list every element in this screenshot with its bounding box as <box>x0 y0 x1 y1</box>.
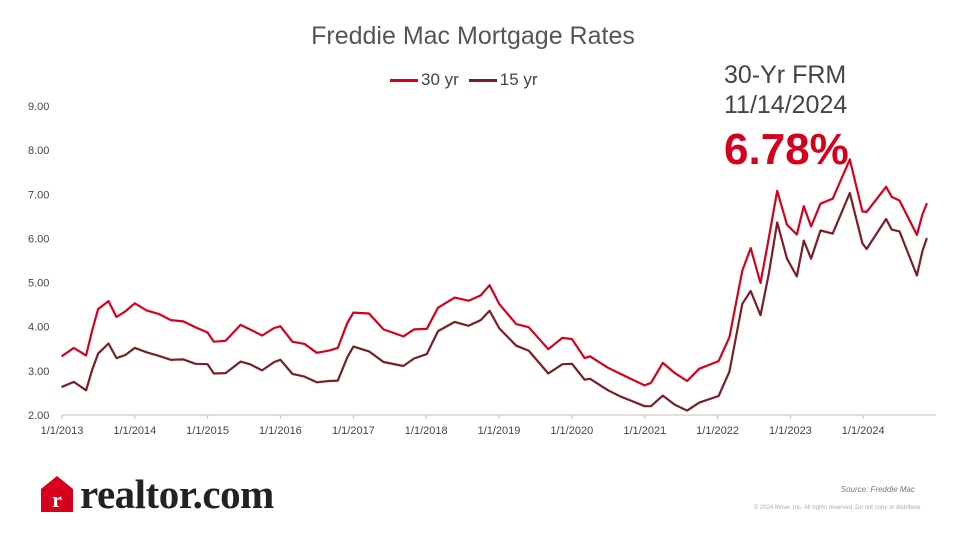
y-tick-label: 3.00 <box>28 366 49 378</box>
logo-mark-letter: r <box>52 487 62 512</box>
x-tick-label: 1/1/2017 <box>332 425 375 437</box>
y-tick-label: 5.00 <box>28 278 49 290</box>
x-tick-label: 1/1/2023 <box>769 425 812 437</box>
source-note: Source: Freddie Mac <box>840 485 915 494</box>
legend-item-30yr: 30 yr <box>390 70 459 90</box>
y-tick-label: 8.00 <box>28 145 49 157</box>
y-tick-label: 6.00 <box>28 233 49 245</box>
chart-series <box>61 158 928 412</box>
series-line-30yr <box>61 158 928 387</box>
chart-title: Freddie Mac Mortgage Rates <box>311 22 635 50</box>
x-tick-label: 1/1/2024 <box>842 425 885 437</box>
x-tick-label: 1/1/2018 <box>405 425 448 437</box>
y-tick-label: 9.00 <box>28 101 49 113</box>
legend-label-30yr: 30 yr <box>421 70 459 89</box>
x-tick-label: 1/1/2015 <box>186 425 229 437</box>
callout-date: 11/14/2024 <box>724 91 848 119</box>
y-tick-label: 2.00 <box>28 410 49 422</box>
copyright-note: © 2024 Move, Inc. All rights reserved. D… <box>753 505 922 511</box>
y-tick-label: 4.00 <box>28 322 49 334</box>
callout-value: 6.78% <box>724 125 849 174</box>
realtor-logo: r realtor.com <box>40 470 274 518</box>
x-tick-label: 1/1/2020 <box>550 425 593 437</box>
legend-swatch-15yr <box>468 78 497 82</box>
x-tick-label: 1/1/2022 <box>696 425 739 437</box>
chart-legend: 30 yr 15 yr <box>390 70 548 90</box>
x-tick-label: 1/1/2013 <box>41 425 84 437</box>
x-tick-label: 1/1/2014 <box>113 425 156 437</box>
callout-label: 30-Yr FRM <box>724 61 847 89</box>
x-tick-label: 1/1/2019 <box>478 425 521 437</box>
x-tick-label: 1/1/2016 <box>259 425 302 437</box>
legend-item-15yr: 15 yr <box>468 70 538 90</box>
house-r-icon: r <box>41 476 73 512</box>
x-tick-label: 1/1/2021 <box>623 425 666 437</box>
logo-wordmark: realtor.com <box>80 471 274 517</box>
chart-axes: 2.00 3.00 4.00 5.00 6.00 7.00 8.00 9.00 1/1/2013… <box>28 101 936 437</box>
series-line-15yr <box>61 191 928 412</box>
y-tick-label: 7.00 <box>28 189 49 201</box>
rate-callout: 30-Yr FRM 11/14/2024 6.78% <box>724 60 849 178</box>
legend-label-15yr: 15 yr <box>499 70 538 89</box>
legend-swatch-30yr <box>390 78 418 82</box>
